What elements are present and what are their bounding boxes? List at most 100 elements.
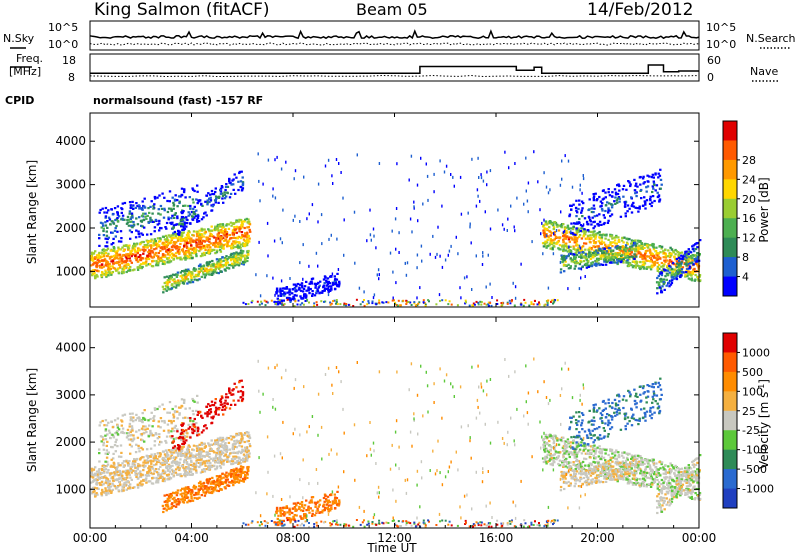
velocity-cell [95, 481, 99, 484]
power-cell [327, 280, 330, 283]
velocity-cell [126, 470, 129, 473]
power-cell [241, 223, 244, 226]
power-cell [643, 243, 647, 246]
power-cell [168, 259, 171, 262]
power-cell [522, 304, 525, 307]
power-cell [299, 303, 302, 306]
power-cell [141, 265, 144, 269]
power-cell [97, 256, 100, 259]
power-cell [203, 240, 206, 243]
velocity-cell [145, 459, 149, 462]
power-cell [684, 275, 687, 278]
beam-title: Beam 05 [356, 0, 428, 19]
velocity-cell [203, 455, 206, 458]
power-cell [602, 255, 605, 258]
power-cell [193, 205, 196, 208]
power-cell [200, 227, 203, 230]
power-cell [441, 265, 444, 269]
power-cell [649, 260, 652, 263]
power-cell [696, 246, 699, 249]
power-cell [217, 196, 221, 199]
power-cell [603, 253, 606, 256]
power-cell [592, 233, 595, 236]
power-cell [643, 181, 646, 184]
velocity-cell [142, 464, 146, 467]
velocity-cell [147, 470, 151, 473]
power-cell [185, 245, 189, 248]
power-cell [130, 255, 133, 258]
power-cell [303, 285, 307, 288]
power-cell [207, 228, 210, 231]
power-cell [205, 251, 208, 254]
power-cell [530, 303, 533, 305]
power-cell [174, 223, 177, 226]
power-cell [590, 210, 594, 214]
power-cell [628, 249, 631, 252]
power-cell [142, 212, 145, 215]
power-cell [205, 267, 208, 270]
power-cell [291, 298, 295, 301]
power-cell [580, 200, 584, 203]
power-cell [691, 245, 694, 248]
power-cell [514, 229, 516, 233]
power-cell [186, 257, 189, 260]
velocity-cell [223, 448, 226, 451]
power-cell [463, 276, 466, 280]
velocity-cell [229, 435, 233, 438]
power-cell [657, 281, 661, 284]
power-cell [648, 175, 651, 178]
power-cell [587, 265, 591, 268]
power-cell [572, 253, 576, 256]
power-cell [645, 244, 649, 247]
velocity-cell [238, 440, 241, 443]
power-cell [657, 176, 660, 179]
power-cell [634, 192, 637, 195]
power-cell [235, 221, 238, 224]
velocity-cell [150, 462, 153, 465]
power-cell [211, 270, 214, 273]
power-cell [122, 260, 125, 263]
power-cell [524, 301, 527, 304]
velocity-cell [108, 474, 112, 477]
velocity-cell [235, 446, 238, 449]
power-cell [163, 281, 166, 285]
velocity-cell [142, 461, 145, 464]
velocity-cell [122, 460, 126, 463]
velocity-cell [122, 470, 125, 473]
velocity-cell [219, 455, 222, 459]
power-cell [224, 258, 227, 261]
power-cell [157, 260, 160, 263]
power-cell [690, 279, 694, 282]
power-cell [573, 236, 576, 239]
power-cell [114, 218, 117, 222]
power-cell [221, 226, 224, 229]
velocity-cell [159, 476, 162, 479]
power-cell [203, 276, 207, 279]
power-cell [563, 229, 566, 233]
power-cell [623, 236, 626, 239]
velocity-cell [163, 472, 166, 475]
power-cell [531, 240, 533, 244]
power-cell [216, 225, 219, 228]
power-cell [282, 303, 285, 306]
velocity-cell [236, 459, 240, 462]
power-cell [594, 192, 597, 195]
velocity-cell [169, 465, 172, 468]
power-cell [315, 301, 318, 304]
power-cell [657, 264, 661, 267]
power-cell [582, 223, 585, 227]
power-cell [632, 264, 636, 267]
cpid-label: CPID [5, 94, 34, 107]
power-cell [160, 246, 164, 249]
power-cell [255, 273, 257, 277]
velocity-cell [213, 464, 216, 467]
power-cell [542, 229, 545, 232]
velocity-cell [183, 467, 186, 470]
power-cell [652, 180, 655, 183]
velocity-cell [172, 470, 176, 473]
power-cell [224, 185, 228, 188]
power-cell [604, 204, 608, 207]
power-cell [233, 264, 237, 267]
power-cell [277, 300, 280, 303]
velocity-cell [183, 458, 187, 461]
